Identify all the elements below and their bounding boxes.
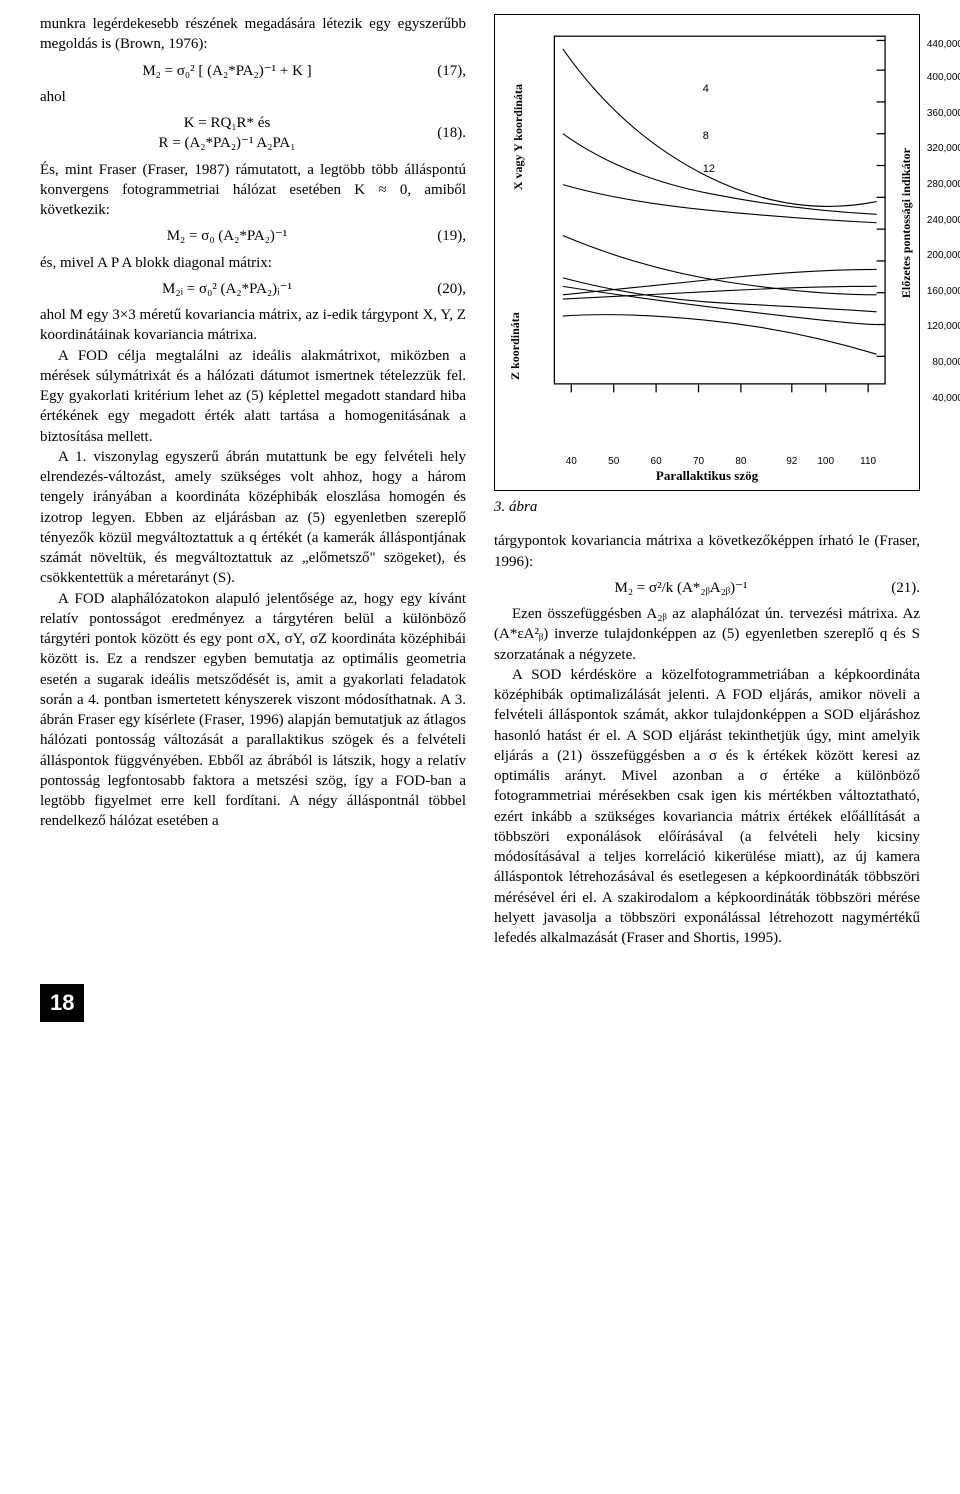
para-sod: A SOD kérdésköre a közelfotogrammetriába…	[494, 665, 920, 949]
eq21-num: (21).	[868, 578, 920, 598]
x-tick: 92	[786, 455, 797, 469]
para-fod-goal: A FOD célja megtalálni az ideális alakmá…	[40, 346, 466, 447]
eq19-body: M₂ = σ₀ (A₂*PA₂)⁻¹	[40, 226, 414, 246]
y-tick-right: 240,000	[927, 214, 960, 228]
y-label-right: Előzetes pontossági indikátor	[898, 148, 914, 298]
curve-label: 12	[703, 162, 715, 177]
para-apa: és, mivel A P A blokk diagonal mátrix:	[40, 253, 466, 273]
eq18a: K = RQ₁R* és	[40, 113, 414, 133]
x-tick: 60	[651, 455, 662, 469]
x-tick: 50	[608, 455, 619, 469]
page-number: 18	[40, 984, 84, 1022]
y-tick-right: 160,000	[927, 285, 960, 299]
eq20-body: M₂ᵢ = σ₀² (A₂*PA₂)ᵢ⁻¹	[40, 279, 414, 299]
curve-label: 8	[703, 129, 709, 144]
para-fraser87: És, mint Fraser (Fraser, 1987) rámutatot…	[40, 160, 466, 221]
y-tick-right: 280,000	[927, 178, 960, 192]
equation-17: M₂ = σ₀² [ (A₂*PA₂)⁻¹ + K ] (17),	[40, 61, 466, 81]
y-label-left-1: X vagy Y koordináta	[510, 84, 526, 190]
equation-18: K = RQ₁R* és R = (A₂*PA₂)⁻¹ A₂PA₁ (18).	[40, 113, 466, 154]
para-covariance: tárgypontok kovariancia mátrixa a követk…	[494, 531, 920, 572]
equation-20: M₂ᵢ = σ₀² (A₂*PA₂)ᵢ⁻¹ (20),	[40, 279, 466, 299]
page-footer: 18	[40, 984, 920, 1022]
x-tick: 80	[735, 455, 746, 469]
para-intro: munkra legérdekesebb részének megadására…	[40, 14, 466, 55]
x-tick: 40	[566, 455, 577, 469]
eq17-num: (17),	[414, 61, 466, 81]
para-fod-meaning: A FOD alaphálózatokon alapuló jelentőség…	[40, 589, 466, 832]
y-tick-right: 120,000	[927, 320, 960, 334]
eq18-body: K = RQ₁R* és R = (A₂*PA₂)⁻¹ A₂PA₁	[40, 113, 414, 154]
x-tick: 110	[860, 455, 876, 469]
eq19-num: (19),	[414, 226, 466, 246]
eq21-body: M₂ = σ²/k (A*₂ᵦA₂ᵦ)⁻¹	[494, 578, 868, 598]
para-fig1: A 1. viszonylag egyszerű ábrán mutattunk…	[40, 447, 466, 589]
figure-curves	[495, 15, 919, 439]
y-tick-right: 320,000	[927, 142, 960, 156]
y-tick-right: 400,000	[927, 71, 960, 85]
y-tick-right: 360,000	[927, 107, 960, 121]
eq18b: R = (A₂*PA₂)⁻¹ A₂PA₁	[40, 133, 414, 153]
ahol-1: ahol	[40, 87, 466, 107]
equation-21: M₂ = σ²/k (A*₂ᵦA₂ᵦ)⁻¹ (21).	[494, 578, 920, 598]
y-tick-right: 200,000	[927, 249, 960, 263]
para-m3x3: ahol M egy 3×3 méretű kovariancia mátrix…	[40, 305, 466, 346]
eq17-body: M₂ = σ₀² [ (A₂*PA₂)⁻¹ + K ]	[40, 61, 414, 81]
para-a2b: Ezen összefüggésben A₂ᵦ az alaphálózat ú…	[494, 604, 920, 665]
figure-3: X vagy Y koordináta Z koordináta Előzete…	[494, 14, 920, 491]
x-tick: 100	[817, 455, 834, 469]
y-tick-right: 40,000	[932, 392, 960, 406]
equation-19: M₂ = σ₀ (A₂*PA₂)⁻¹ (19),	[40, 226, 466, 246]
eq18-num: (18).	[414, 123, 466, 143]
y-label-left-2: Z koordináta	[507, 312, 523, 380]
y-tick-right: 80,000	[932, 356, 960, 370]
x-tick: 70	[693, 455, 704, 469]
eq20-num: (20),	[414, 279, 466, 299]
x-label: Parallaktikus szög	[495, 467, 919, 485]
curve-label: 4	[703, 82, 709, 97]
figure-3-caption: 3. ábra	[494, 497, 920, 517]
y-tick-right: 440,000	[927, 38, 960, 52]
